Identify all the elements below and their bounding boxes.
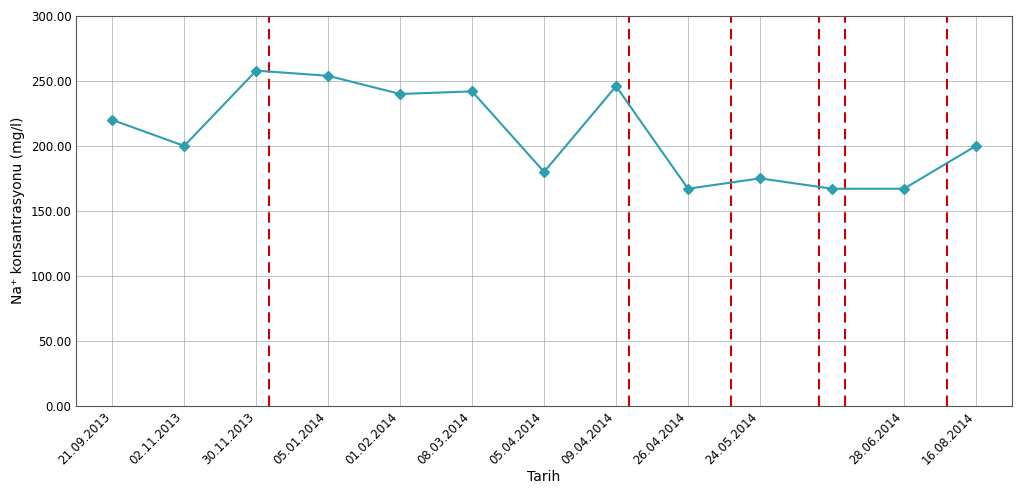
- Y-axis label: Na⁺ konsantrasyonu (mg/l): Na⁺ konsantrasyonu (mg/l): [11, 117, 26, 304]
- X-axis label: Tarih: Tarih: [528, 470, 561, 484]
